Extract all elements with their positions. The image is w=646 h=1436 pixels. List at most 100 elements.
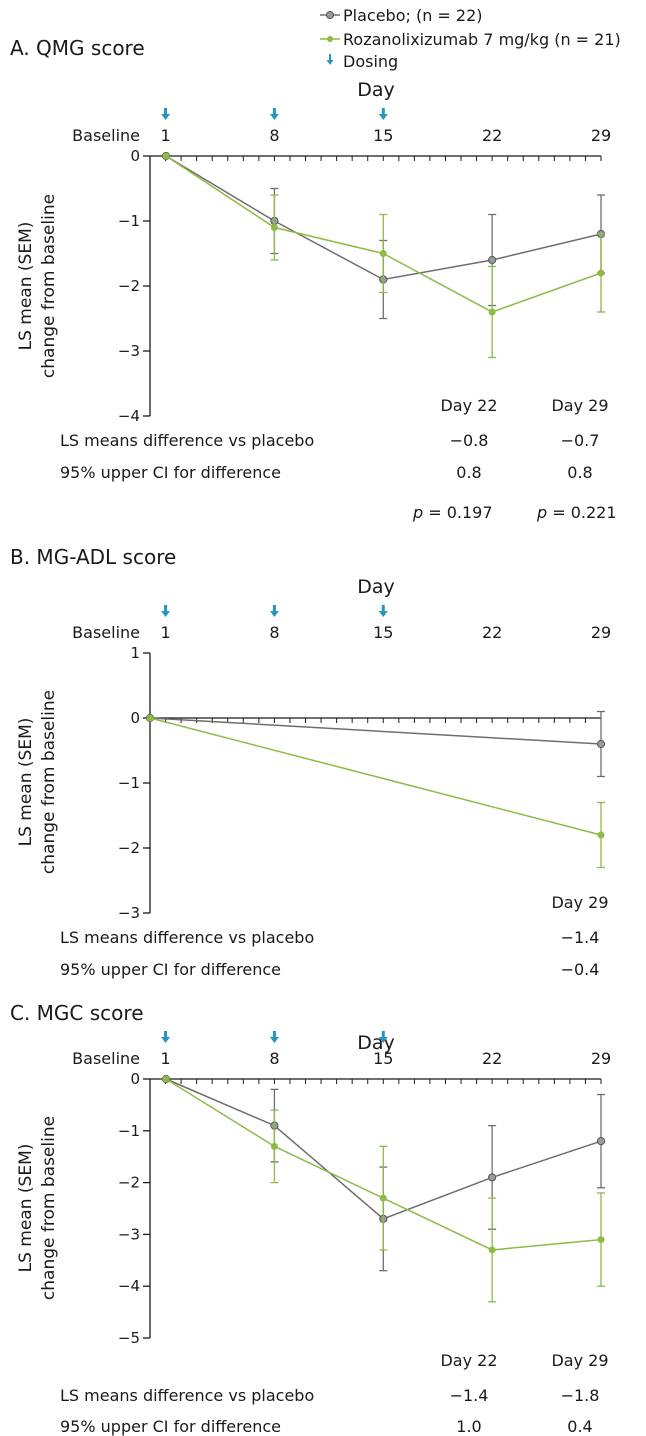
- panel-c-col-day29: Day 29: [551, 1351, 608, 1370]
- panel-c-col-day22: Day 22: [440, 1351, 497, 1370]
- panel-b-dosing-arrow-head: [161, 611, 171, 617]
- panel-c-rozanolixizumab-point: [597, 1236, 605, 1244]
- legend: Placebo; (n = 22) Rozanolixizumab 7 mg/k…: [320, 6, 621, 71]
- panel-a-rozanolixizumab-point: [270, 224, 278, 231]
- panel-a-row2-label: 95% upper CI for difference: [60, 463, 281, 482]
- panel-c-ylabel-line2: change from baseline: [39, 1116, 59, 1300]
- panel-c-mgc: C. MGC score Day Baseline LS mean (SEM) …: [10, 1001, 611, 1436]
- panel-c-dosing-arrow-head: [378, 1037, 388, 1043]
- panel-c-rozanolixizumab-point: [379, 1194, 387, 1202]
- panel-b-placebo-line: [149, 717, 602, 745]
- panel-b-x-tick-label: 22: [482, 623, 502, 642]
- panel-a-dosing-arrow-icon: [161, 108, 171, 120]
- panel-c-x-tick-label: 15: [373, 1049, 393, 1068]
- panel-a-y-tick-label: −1: [118, 212, 140, 230]
- panel-a-rozanolixizumab-point: [162, 152, 170, 160]
- panel-a-ci-day22: 0.8: [456, 463, 481, 482]
- panel-a-y-tick-label: −3: [118, 342, 140, 360]
- panel-b-rozanolixizumab-point: [597, 831, 605, 839]
- panel-b-dosing-arrow-icon: [269, 605, 279, 617]
- panel-c-y-tick-label: −1: [118, 1122, 140, 1140]
- panel-c-y-tick-label: −3: [118, 1225, 140, 1243]
- panel-a-x-tick-label: 22: [482, 126, 502, 145]
- panel-b-y-tick-label: −2: [118, 839, 140, 857]
- legend-roza-label: Rozanolixizumab 7 mg/kg (n = 21): [343, 30, 621, 49]
- panel-b-x-tick-label: 1: [160, 623, 170, 642]
- panel-c-dosing-arrow-head: [269, 1037, 279, 1043]
- panel-c-row1-label: LS means difference vs placebo: [60, 1386, 314, 1405]
- panel-b-rozanolixizumab-point: [146, 714, 154, 722]
- panel-b-diff-day29: −1.4: [561, 928, 600, 947]
- panel-c-diff-day22: −1.4: [450, 1386, 489, 1405]
- panel-b-placebo-point: [596, 739, 606, 749]
- panel-b-col-day29: Day 29: [551, 893, 608, 912]
- panel-c-dosing-arrow-head: [161, 1037, 171, 1043]
- panel-a-p-day29: p = 0.221: [536, 503, 617, 522]
- panel-a-x-tick-label: 15: [373, 126, 393, 145]
- panel-b-y-tick-label: −3: [118, 904, 140, 922]
- legend-placebo-marker: [326, 11, 334, 19]
- panel-c-ylabel-line1: LS mean (SEM): [16, 1144, 36, 1273]
- panel-c-dosing-arrow-icon: [378, 1031, 388, 1043]
- panel-c-placebo-point: [596, 1137, 606, 1146]
- legend-placebo-label: Placebo; (n = 22): [343, 6, 483, 25]
- panel-a-rozanolixizumab-point: [597, 269, 605, 277]
- panel-b-y-tick-label: 1: [130, 644, 140, 662]
- panel-b-dosing-arrow-icon: [161, 605, 171, 617]
- panel-c-y-tick-label: −5: [118, 1329, 140, 1347]
- panel-b-row2-label: 95% upper CI for difference: [60, 960, 281, 979]
- panel-c-rozanolixizumab-point: [488, 1246, 496, 1254]
- panel-a-dosing-arrow-icon: [269, 108, 279, 120]
- panel-a-dosing-arrow-head: [269, 114, 279, 120]
- panel-a-x-title: Day: [357, 79, 395, 101]
- panel-a-qmg: A. QMG score Day Baseline LS mean (SEM) …: [10, 36, 617, 522]
- panel-a-dosing-arrow-icon: [378, 108, 388, 120]
- panel-a-rozanolixizumab-point: [379, 250, 387, 257]
- panel-a-baseline-label: Baseline: [72, 126, 140, 145]
- panel-a-dosing-arrow-head: [161, 114, 171, 120]
- panel-a-rozanolixizumab-point: [488, 308, 496, 316]
- panel-c-rozanolixizumab-point: [270, 1142, 278, 1150]
- panel-c-title: C. MGC score: [10, 1001, 144, 1025]
- panel-c-x-tick-label: 1: [160, 1049, 170, 1068]
- panel-c-placebo-point: [488, 1173, 497, 1182]
- panel-a-y-tick-label: −4: [118, 407, 140, 425]
- panel-a-y-tick-label: 0: [130, 147, 140, 165]
- panel-c-y-tick-label: 0: [130, 1070, 140, 1088]
- legend-roza-marker: [327, 36, 333, 42]
- panel-b-baseline-label: Baseline: [72, 623, 140, 642]
- panel-c-diff-day29: −1.8: [561, 1386, 600, 1405]
- panel-b-x-tick-label: 29: [591, 623, 611, 642]
- panel-c-dosing-arrow-icon: [161, 1031, 171, 1043]
- panel-a-p-day22: p = 0.197: [412, 503, 493, 522]
- panel-c-dosing-arrow-icon: [269, 1031, 279, 1043]
- panel-a-x-tick-label: 8: [269, 126, 279, 145]
- panel-b-mgadl: B. MG-ADL score Day Baseline LS mean (SE…: [10, 545, 611, 979]
- panel-c-x-tick-label: 29: [591, 1049, 611, 1068]
- panel-a-y-tick-label: −2: [118, 277, 140, 295]
- panel-c-baseline-label: Baseline: [72, 1049, 140, 1068]
- panel-b-ci-day29: −0.4: [561, 960, 600, 979]
- panel-a-row1-label: LS means difference vs placebo: [60, 431, 314, 450]
- panel-c-row2-label: 95% upper CI for difference: [60, 1417, 281, 1436]
- panel-b-x-tick-label: 8: [269, 623, 279, 642]
- panel-a-ylabel-line1: LS mean (SEM): [16, 222, 36, 351]
- panel-a-x-tick-label: 29: [591, 126, 611, 145]
- panel-a-placebo-point: [488, 255, 497, 265]
- panel-a-col-day29: Day 29: [551, 396, 608, 415]
- panel-a-x-tick-label: 1: [160, 126, 170, 145]
- panel-a-diff-day29: −0.7: [561, 431, 600, 450]
- panel-a-col-day22: Day 22: [440, 396, 497, 415]
- panel-a-title: A. QMG score: [10, 36, 145, 60]
- panel-b-y-tick-label: 0: [130, 709, 140, 727]
- panel-b-dosing-arrow-head: [269, 611, 279, 617]
- panel-b-x-title: Day: [357, 576, 395, 598]
- legend-dosing-label: Dosing: [343, 52, 398, 71]
- panel-c-x-tick-label: 22: [482, 1049, 502, 1068]
- panel-c-rozanolixizumab-point: [162, 1075, 170, 1083]
- panel-c-ci-day22: 1.0: [456, 1417, 481, 1436]
- panel-c-y-tick-label: −4: [118, 1277, 140, 1295]
- panel-b-ylabel-line1: LS mean (SEM): [16, 718, 36, 847]
- panel-b-x-tick-label: 15: [373, 623, 393, 642]
- panel-c-ci-day29: 0.4: [567, 1417, 592, 1436]
